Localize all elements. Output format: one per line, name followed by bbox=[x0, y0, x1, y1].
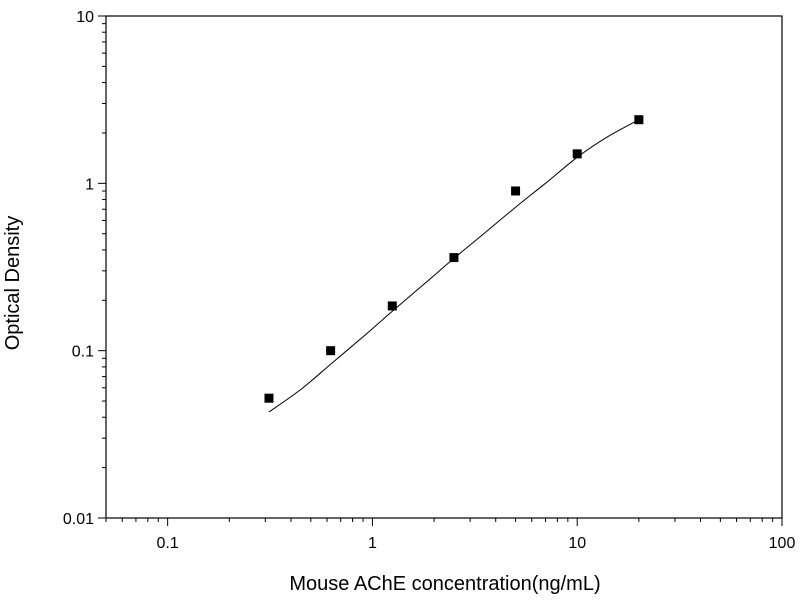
x-tick-label: 0.1 bbox=[157, 535, 179, 552]
data-point bbox=[449, 253, 459, 263]
plot-frame bbox=[105, 15, 783, 519]
data-point bbox=[326, 346, 336, 356]
x-tick-label: 1 bbox=[368, 535, 377, 552]
data-point bbox=[387, 301, 397, 311]
y-tick-label: 10 bbox=[76, 9, 94, 26]
x-tick-label: 10 bbox=[568, 535, 586, 552]
data-point bbox=[572, 149, 582, 159]
data-point bbox=[511, 186, 521, 196]
fit-curve bbox=[268, 119, 640, 413]
x-tick-label: 100 bbox=[769, 535, 796, 552]
y-tick-label: 0.01 bbox=[63, 511, 94, 528]
axis-ticks bbox=[98, 15, 783, 526]
data-point bbox=[264, 393, 274, 403]
tick-labels: 0.1 1 10 100 0.01 0.1 1 10 bbox=[63, 9, 796, 552]
data-point bbox=[634, 115, 644, 125]
y-tick-label: 0.1 bbox=[72, 344, 94, 361]
x-axis-title: Mouse AChE concentration(ng/mL) bbox=[289, 573, 600, 595]
data-points bbox=[264, 115, 644, 403]
y-tick-label: 1 bbox=[85, 176, 94, 193]
fit-curve-layer bbox=[268, 119, 640, 413]
y-axis-title: Optical Density bbox=[2, 216, 24, 351]
plot-border bbox=[105, 15, 783, 519]
